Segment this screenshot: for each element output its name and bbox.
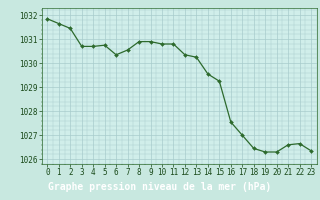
Text: Graphe pression niveau de la mer (hPa): Graphe pression niveau de la mer (hPa) [48, 182, 272, 192]
